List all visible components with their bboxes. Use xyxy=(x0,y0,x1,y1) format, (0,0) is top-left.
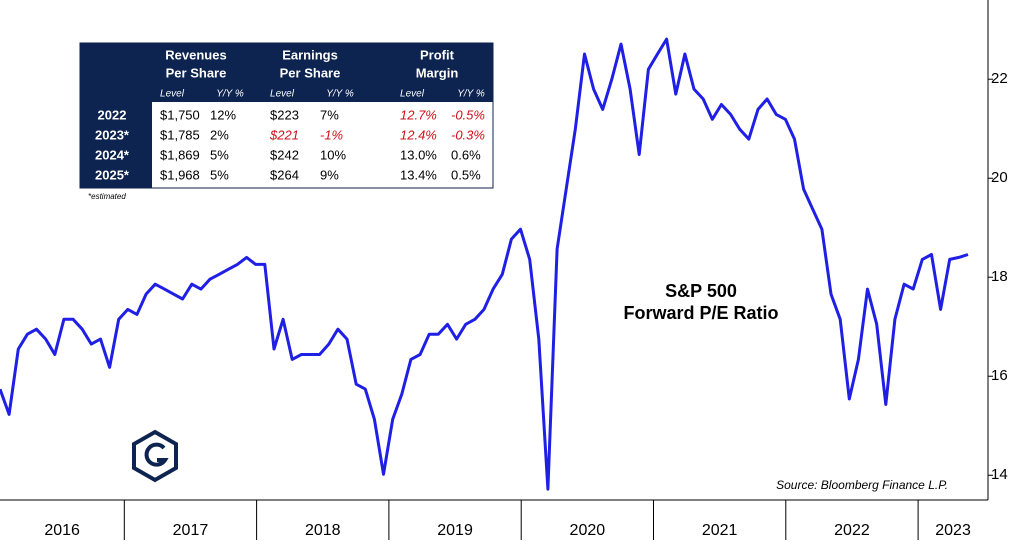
y-tick-label: 18 xyxy=(991,268,1008,285)
logo xyxy=(132,429,178,483)
table-cell: -1% xyxy=(320,127,343,142)
table-group-header: Per Share xyxy=(166,65,227,80)
table-cell: 13.4% xyxy=(400,167,437,182)
line xyxy=(0,37,969,491)
table-cell: 12.7% xyxy=(400,107,437,122)
table-cell: $221 xyxy=(269,127,299,142)
table-cell: 7% xyxy=(320,107,339,122)
table-row-label: 2024* xyxy=(95,147,130,162)
table-cell: 5% xyxy=(210,167,229,182)
y-tick-label: 14 xyxy=(991,466,1008,483)
x-tick-label: 2017 xyxy=(173,522,209,539)
table-row-label: 2023* xyxy=(95,127,130,142)
x-tick-label: 2021 xyxy=(702,522,738,539)
table-cell: $242 xyxy=(270,147,299,162)
plot xyxy=(0,37,969,491)
table-cell: $1,869 xyxy=(160,147,200,162)
x-tick-label: 2016 xyxy=(44,522,80,539)
table-subheader: Level xyxy=(400,89,425,100)
table-cell: 2% xyxy=(210,127,229,142)
x-tick-label: 2018 xyxy=(305,522,341,539)
table-cell: -0.3% xyxy=(451,127,485,142)
table-cell: 5% xyxy=(210,147,229,162)
table-group-header: Earnings xyxy=(282,47,338,62)
table-cell: $1,785 xyxy=(160,127,200,142)
table-subheader: Y/Y % xyxy=(216,89,244,100)
table-cell: 9% xyxy=(320,167,339,182)
table-row-labels xyxy=(80,102,152,188)
y-tick-label: 20 xyxy=(991,169,1008,186)
y-tick-label: 22 xyxy=(991,70,1008,87)
table-cell: 12.4% xyxy=(400,127,437,142)
annotation: S&P 500 xyxy=(665,281,737,301)
table-group-header: Per Share xyxy=(280,65,341,80)
table-subheader: Level xyxy=(270,89,295,100)
footnote: *estimated xyxy=(88,192,126,201)
table: Revenues Per Share Earnings Per Share Profit… xyxy=(95,47,485,182)
table-cell: $1,750 xyxy=(160,107,200,122)
source: Source: Bloomberg Finance L.P. xyxy=(776,478,948,492)
table-cell: 12% xyxy=(210,107,236,122)
table-cell: -0.5% xyxy=(451,107,485,122)
table-subheader: Y/Y % xyxy=(326,89,354,100)
table-group-header: Revenues xyxy=(165,47,226,62)
table-group-header: Margin xyxy=(416,65,459,80)
y-tick-label: 16 xyxy=(991,367,1008,384)
table-row-label: 2022 xyxy=(98,107,127,122)
x-tick-label: 2020 xyxy=(570,522,606,539)
x-tick-label: 2022 xyxy=(834,522,870,539)
x-tick-label: 2019 xyxy=(437,522,473,539)
table-cell: 0.5% xyxy=(451,167,481,182)
table-cell: 13.0% xyxy=(400,147,437,162)
annotation: Forward P/E Ratio xyxy=(623,303,778,323)
table-subheader: Y/Y % xyxy=(457,89,485,100)
table-subheader: Level xyxy=(160,89,185,100)
x-tick-label: 2023 xyxy=(935,522,971,539)
table-header xyxy=(80,43,493,102)
table-cell: $264 xyxy=(270,167,299,182)
table-cell: $1,968 xyxy=(160,167,200,182)
table-cell: 0.6% xyxy=(451,147,481,162)
table-row-label: 2025* xyxy=(95,167,130,182)
table-cell: 10% xyxy=(320,147,346,162)
table-cell: $223 xyxy=(270,107,299,122)
table-group-header: Profit xyxy=(420,47,455,62)
